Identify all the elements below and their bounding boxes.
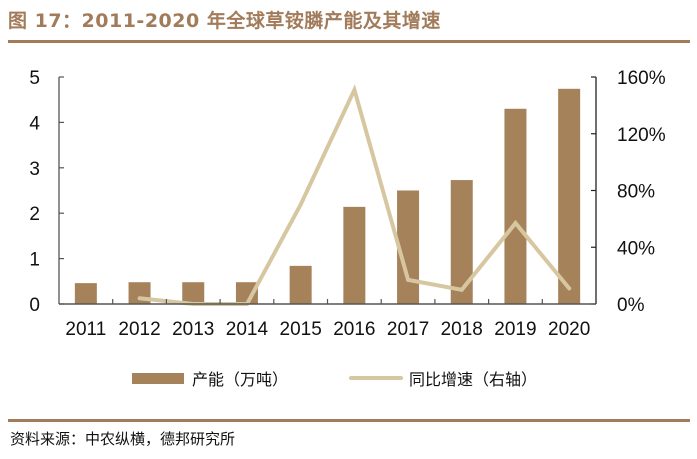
left-axis-label: 2 [29, 204, 40, 225]
left-axis-label: 4 [29, 113, 40, 134]
x-axis-label: 2012 [118, 319, 160, 340]
right-axis-label: 120% [617, 125, 666, 146]
source-note: 资料来源：中农纵横，德邦研究所 [10, 430, 236, 448]
left-axis-label: 3 [29, 159, 40, 180]
bar-2014 [235, 282, 258, 304]
x-axis-label: 2017 [387, 319, 429, 340]
right-axis-label: 160% [617, 68, 666, 89]
bar-2020 [558, 88, 581, 304]
legend-line-swatch [349, 376, 403, 380]
x-axis-label: 2014 [226, 319, 269, 340]
x-axis-label: 2019 [494, 319, 536, 340]
left-axis-label: 0 [29, 295, 40, 316]
x-axis-label: 2013 [172, 319, 214, 340]
x-axis-label: 2016 [333, 319, 375, 340]
legend-item-capacity: 产能（万吨） [132, 366, 288, 390]
bar-2016 [343, 206, 366, 304]
chart-title: 图 17：2011-2020 年全球草铵膦产能及其增速 [8, 10, 441, 32]
chart-plot: 0 1 2 3 4 5 0% 40% 80% 120% 160% 2011 2012 2013 2014 20… [29, 68, 666, 340]
right-axis-label: 0% [617, 295, 645, 316]
x-axis-label: 2011 [65, 319, 106, 340]
legend-label-growth: 同比增速（右轴） [409, 370, 538, 389]
left-axis-label: 1 [29, 250, 40, 271]
bar-2011 [74, 283, 97, 304]
legend-item-growth: 同比增速（右轴） [349, 366, 537, 390]
right-axis-label: 80% [617, 182, 655, 203]
legend-label-capacity: 产能（万吨） [192, 370, 289, 389]
footer-divider [8, 419, 690, 422]
bar-2018 [450, 180, 473, 304]
bar-2015 [289, 265, 312, 304]
right-axis-label: 40% [617, 238, 655, 259]
title-divider [8, 40, 690, 43]
x-axis-label: 2015 [280, 319, 322, 340]
legend-bar-swatch [132, 372, 184, 384]
bar-2013 [182, 282, 205, 304]
left-axis-label: 5 [29, 68, 40, 89]
x-axis-label: 2020 [548, 319, 590, 340]
x-axis-label: 2018 [441, 319, 483, 340]
bar-2019 [504, 108, 527, 304]
chart-legend: 产能（万吨） 同比增速（右轴） [0, 366, 697, 390]
bar-2017 [397, 190, 420, 304]
